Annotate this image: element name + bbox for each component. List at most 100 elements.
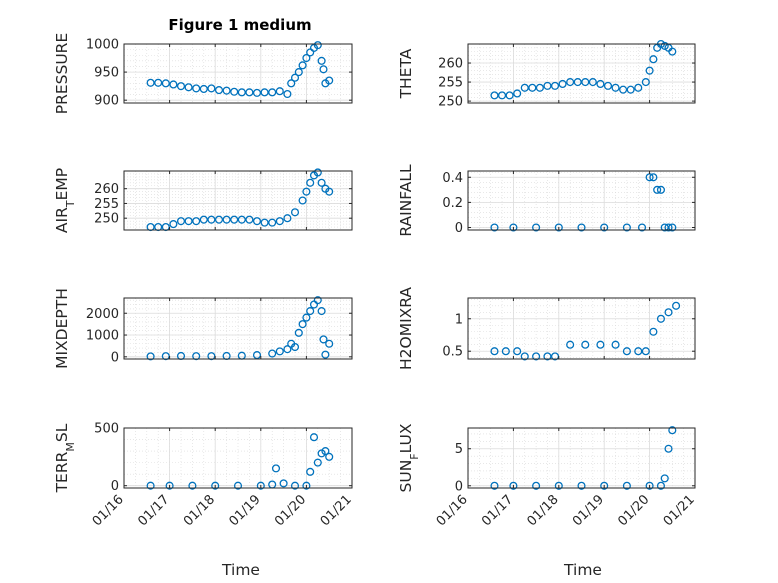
y-tick-label: 950 xyxy=(94,66,119,81)
data-point xyxy=(520,352,529,361)
data-point xyxy=(302,481,311,490)
y-tick-label: 250 xyxy=(438,95,463,110)
subplot-5: 0.5 1 H2OMIXRA xyxy=(397,287,696,370)
data-point xyxy=(321,447,330,456)
data-point xyxy=(176,217,186,226)
data-point xyxy=(656,185,665,194)
data-point xyxy=(154,78,163,87)
data-point xyxy=(268,218,277,227)
data-point xyxy=(649,55,658,64)
axes-frame xyxy=(467,427,696,489)
data-point xyxy=(252,88,262,97)
data-point xyxy=(573,78,582,87)
data-point xyxy=(566,78,575,87)
data-point xyxy=(319,335,328,344)
data-point xyxy=(596,340,605,349)
data-point xyxy=(275,347,284,356)
data-point xyxy=(306,467,315,476)
data-point xyxy=(581,78,590,87)
data-point xyxy=(509,223,518,232)
data-point xyxy=(188,481,197,490)
data-point xyxy=(637,223,647,232)
y-tick-label: 0.5 xyxy=(442,345,463,360)
data-point xyxy=(214,215,224,224)
data-point xyxy=(207,215,216,224)
data-point xyxy=(214,86,224,95)
y-tick-label: 0.2 xyxy=(442,196,463,211)
y-axis-label: RAINFALL xyxy=(397,164,415,237)
y-tick-label: 260 xyxy=(438,57,463,72)
data-point xyxy=(550,81,560,90)
data-point xyxy=(596,79,605,89)
data-point xyxy=(275,217,284,226)
y-tick-label: 1 xyxy=(455,312,463,327)
data-point xyxy=(290,342,300,352)
data-point xyxy=(532,481,541,490)
data-point xyxy=(283,89,292,99)
data-point xyxy=(660,474,669,483)
data-point xyxy=(298,61,307,70)
data-point xyxy=(319,65,328,74)
y-tick-label: 255 xyxy=(438,76,463,91)
data-point xyxy=(222,86,231,95)
plot-area xyxy=(468,44,695,103)
data-point xyxy=(165,481,174,490)
subplot-0: 900 950 1000 PRESSURE xyxy=(53,33,353,115)
data-point xyxy=(302,187,311,196)
data-point xyxy=(490,347,499,356)
data-point xyxy=(554,481,563,490)
data-point xyxy=(211,481,220,490)
data-point xyxy=(302,313,311,322)
data-point xyxy=(577,223,586,232)
data-point xyxy=(653,185,662,194)
data-point xyxy=(169,80,178,89)
data-point xyxy=(588,78,597,87)
y-tick-label: 0 xyxy=(111,479,119,494)
axes-frame xyxy=(467,170,696,231)
y-axis-label: AIRTEMP xyxy=(53,168,77,233)
data-point xyxy=(649,327,658,336)
data-point xyxy=(543,81,552,90)
data-point xyxy=(245,88,254,97)
y-tick-label: 1000 xyxy=(86,38,119,53)
data-point xyxy=(233,481,243,490)
plot-area xyxy=(124,44,352,103)
data-point xyxy=(622,223,631,232)
y-tick-label: 5 xyxy=(455,442,463,457)
data-point xyxy=(298,320,307,329)
data-point xyxy=(325,76,334,85)
data-point xyxy=(309,433,319,442)
data-point xyxy=(271,464,281,473)
data-point xyxy=(497,91,507,100)
data-point xyxy=(245,215,254,224)
data-point xyxy=(146,78,155,87)
data-point xyxy=(256,481,265,490)
data-point xyxy=(520,83,529,92)
data-point xyxy=(622,481,631,490)
y-tick-label: 2000 xyxy=(86,307,119,322)
data-point xyxy=(283,345,292,354)
y-tick-label: 0 xyxy=(111,350,119,365)
data-point xyxy=(260,88,269,97)
data-point xyxy=(268,349,277,358)
data-point xyxy=(306,307,315,316)
data-point xyxy=(626,85,635,94)
axes-frame xyxy=(123,170,353,231)
x-axis-label-left: Time xyxy=(221,561,260,579)
data-point xyxy=(252,351,262,360)
data-point xyxy=(317,56,326,65)
y-axis-label: H2OMIXRA xyxy=(397,287,415,370)
data-point xyxy=(230,215,239,224)
data-point xyxy=(490,223,499,232)
data-point xyxy=(184,83,193,92)
data-point xyxy=(641,347,650,356)
data-point xyxy=(325,187,334,196)
figure-title: Figure 1 medium xyxy=(168,16,311,34)
data-point xyxy=(290,73,300,82)
data-point xyxy=(660,223,669,232)
data-point xyxy=(199,84,208,94)
y-axis-label: PRESSURE xyxy=(53,33,71,115)
data-point xyxy=(664,223,673,232)
data-point xyxy=(532,223,541,232)
subplot-1: 250 255 260 THETA xyxy=(397,39,696,110)
